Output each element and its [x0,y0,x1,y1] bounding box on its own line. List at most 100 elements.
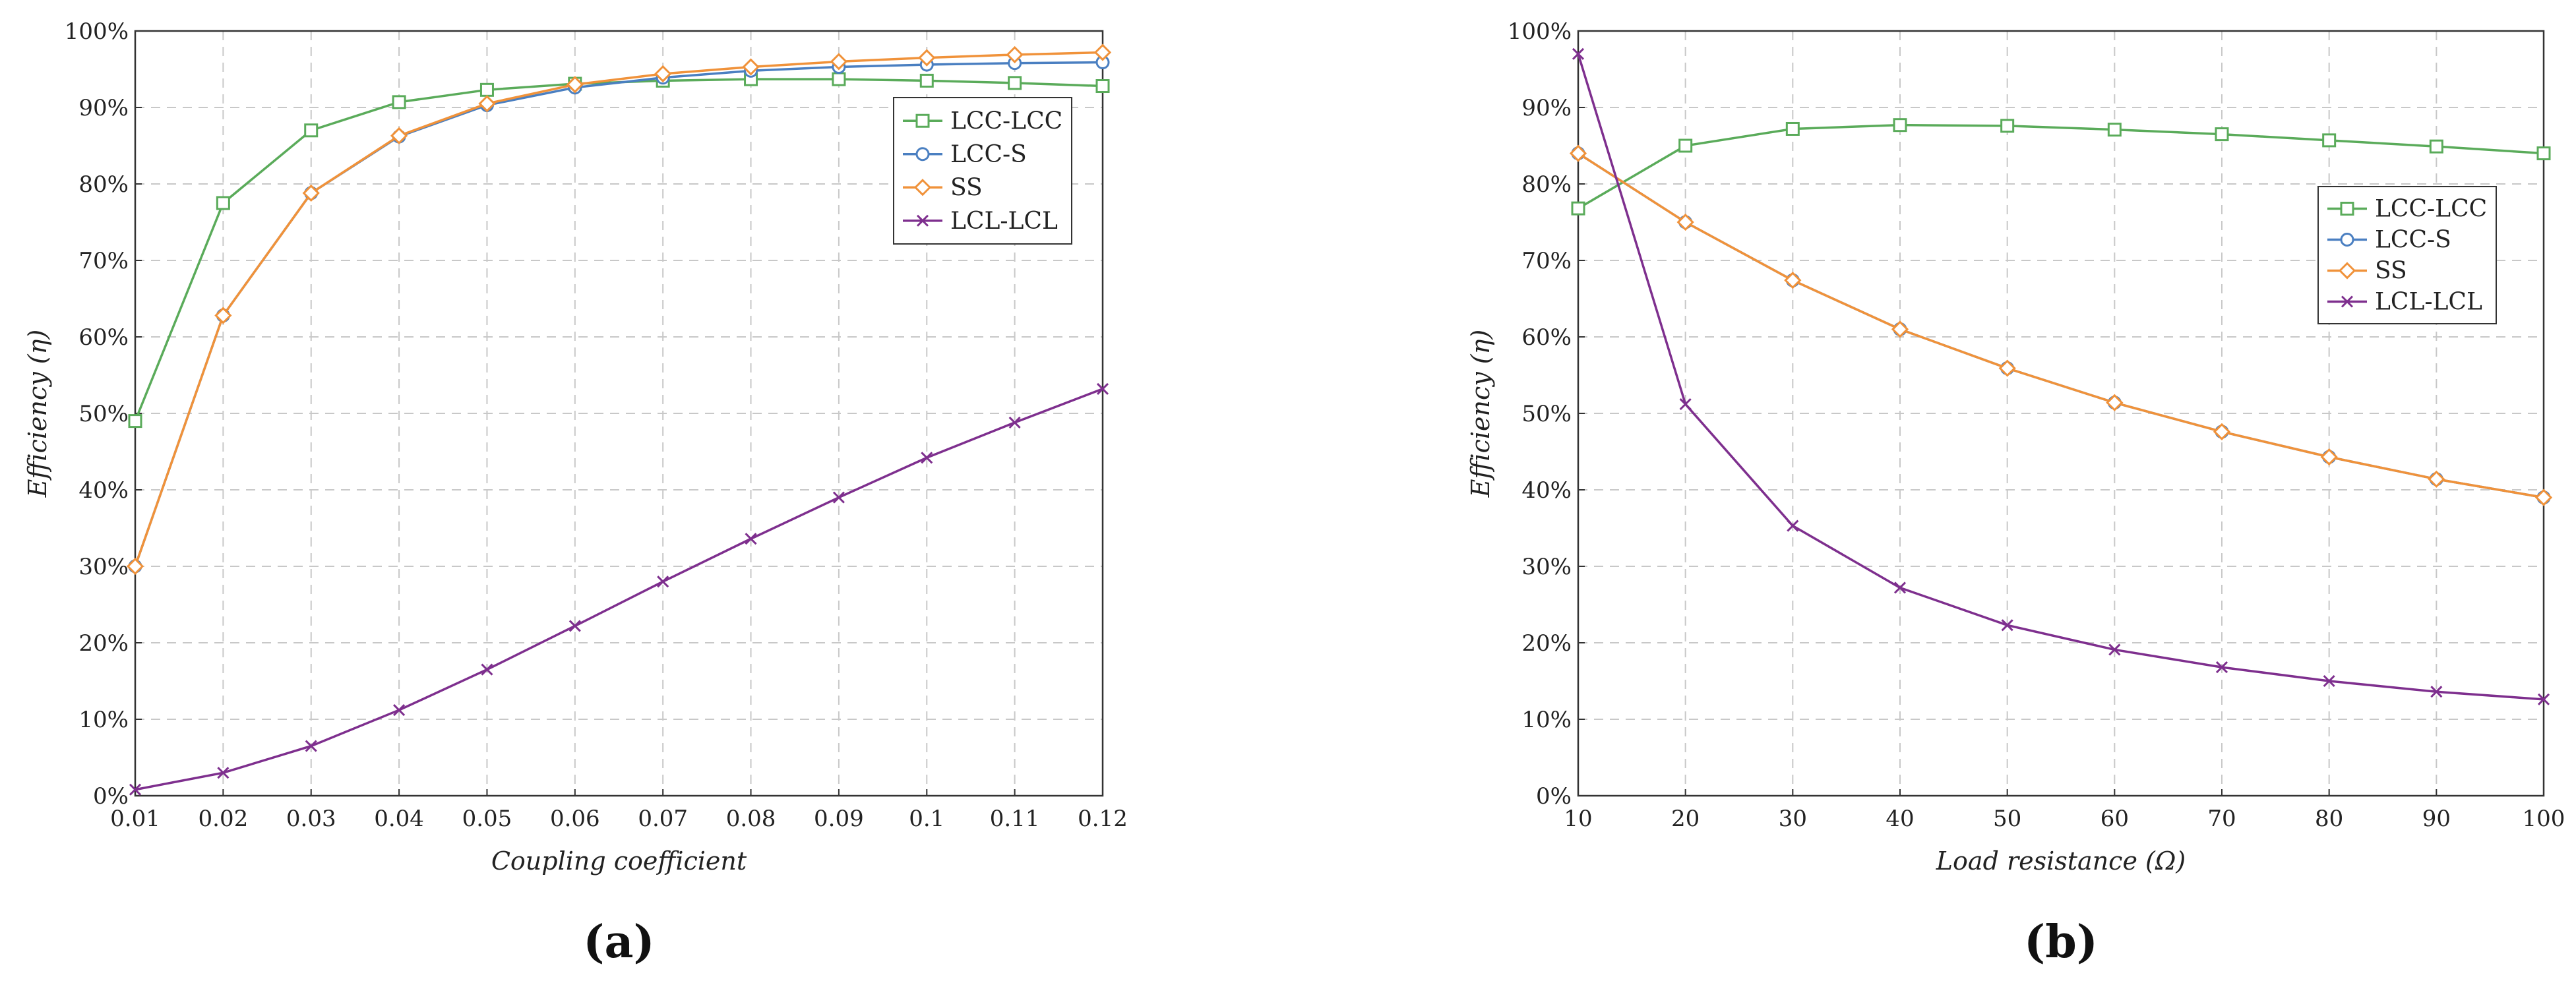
data-point [1998,359,2016,377]
y-tick-label: 10% [1521,707,1572,733]
data-point [745,533,757,545]
plot-frame [134,30,1104,797]
data-point [918,49,936,67]
legend-label: LCC-S [950,141,1027,168]
data-point [2106,394,2124,411]
legend-label: SS [950,174,983,201]
plot-frame [1577,30,2545,797]
x-tick-label: 60 [2101,806,2129,832]
legend-marker [2340,233,2354,247]
x-tick-label: 80 [2315,806,2343,832]
legend-marker [913,179,932,196]
legend-marker [2341,295,2354,308]
legend-label: LCC-LCC [950,107,1062,134]
data-point [214,307,232,324]
y-axis-label: Efficiency (η) [1466,330,1495,498]
data-point [392,95,406,109]
data-point [2001,619,2013,632]
data-point [2536,146,2551,161]
series-lcl-lcl [1572,47,2550,705]
panel-label: (a) [583,916,654,968]
data-point [2320,448,2338,466]
data-point [921,452,933,464]
data-point [654,65,672,83]
series-line [1577,53,2544,701]
legend-marker [2338,262,2356,280]
x-axis-label: Coupling coefficient [491,847,747,876]
chart-panel-1: 0% 10% 20% 30% 40% 50% 60% 70% 80% 90% 100% 0.01 0.0… [23,18,1128,968]
legend-marker [915,147,930,162]
data-point [832,491,845,504]
data-point [832,72,846,86]
data-point [2428,470,2445,488]
y-tick-label: 20% [1521,630,1572,657]
y-tick-label: 80% [78,171,129,198]
legend-marker [916,214,929,227]
data-point [304,123,319,138]
data-point [128,414,142,429]
x-tick-label: 0.08 [726,806,776,832]
x-tick-label: 0.09 [814,806,864,832]
y-tick-label: 50% [78,401,129,427]
data-point [2213,423,2231,440]
x-axis-label: Load resistance (Ω) [1936,847,2186,876]
legend-marker [2340,202,2354,216]
data-point [2534,489,2553,506]
data-point [1787,520,1799,532]
x-tick-label: 0.01 [110,806,160,832]
data-point [919,73,934,88]
data-point [2323,674,2335,688]
panel-label: (b) [2024,916,2098,968]
series-lcc-lcc [1571,118,2551,216]
data-point [1785,121,1800,136]
x-tick-label: 70 [2207,806,2236,832]
x-tick-label: 50 [1993,806,2021,832]
data-point [657,576,669,588]
y-tick-label: 40% [78,477,129,504]
series-ss [126,44,1112,576]
x-tick-label: 40 [1886,806,1914,832]
y-tick-label: 50% [1521,401,1572,427]
data-point [1096,382,1109,395]
legend-label: LCL-LCL [950,208,1058,235]
data-point [1893,118,1907,133]
data-point [2322,133,2337,148]
data-point [1679,398,1692,411]
data-point [302,184,320,202]
y-tick-label: 90% [78,95,129,121]
data-point [216,196,230,210]
y-tick-label: 0% [93,783,129,810]
legend-label: LCC-S [2375,227,2451,254]
data-point [568,620,581,632]
x-tick-label: 0.04 [374,806,424,832]
y-tick-label: 70% [78,248,129,274]
x-tick-label: 0.06 [550,806,600,832]
legend: LCC-LCC LCC-S SS LCL-LCL [2317,186,2497,324]
data-point [830,53,848,71]
x-tick-label: 0.12 [1078,806,1128,832]
data-point [481,663,493,676]
data-point [126,557,144,576]
y-tick-label: 100% [65,18,129,45]
series-line [1578,123,2544,210]
y-axis-label: Efficiency (η) [23,330,52,498]
x-tick-label: 0.1 [909,806,944,832]
y-tick-label: 30% [1521,554,1572,580]
x-tick-label: 20 [1671,806,1700,832]
legend-label: LCL-LCL [2375,289,2482,316]
data-point [478,95,496,113]
data-point [1093,44,1112,61]
series-line [134,51,1103,567]
data-point [1008,76,1022,90]
y-tick-label: 80% [1521,171,1572,198]
x-tick-label: 10 [1564,806,1592,832]
x-tick-label: 100 [2523,806,2565,832]
data-point [2107,123,2122,137]
data-point [479,82,494,97]
data-point [393,704,406,717]
x-tick-label: 0.03 [286,806,336,832]
data-point [2000,119,2015,133]
legend-marker [915,113,930,128]
data-point [742,58,760,76]
x-tick-label: 30 [1779,806,1807,832]
